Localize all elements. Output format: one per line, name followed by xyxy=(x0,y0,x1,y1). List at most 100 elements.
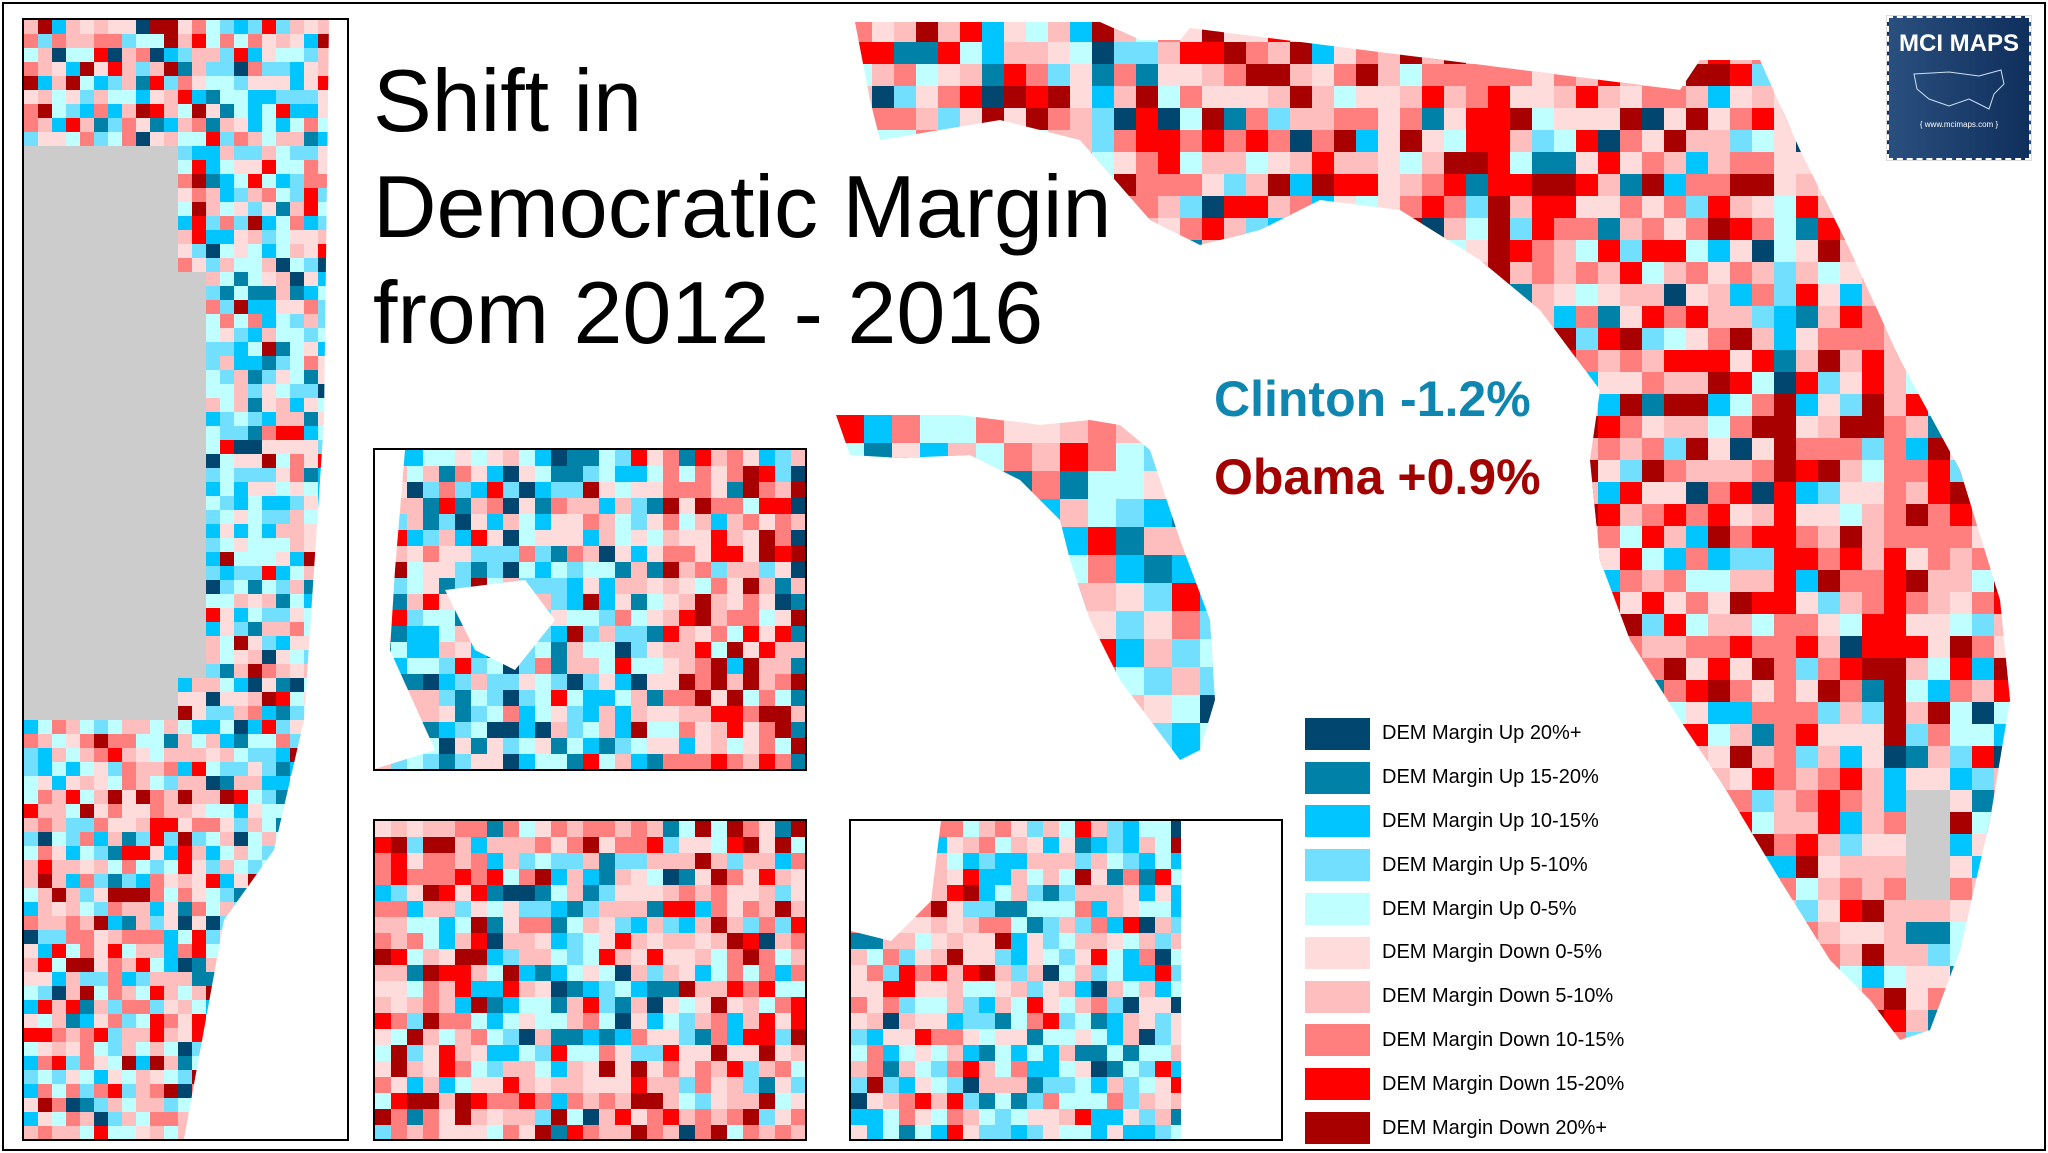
precinct xyxy=(108,1000,122,1014)
precinct xyxy=(164,1000,178,1014)
precinct xyxy=(136,678,150,692)
precinct xyxy=(52,762,66,776)
precinct xyxy=(1091,1029,1107,1045)
precinct xyxy=(1043,1029,1059,1045)
precinct xyxy=(599,933,615,949)
precinct xyxy=(122,846,136,860)
precinct xyxy=(38,314,52,328)
precinct xyxy=(663,754,679,769)
precinct xyxy=(150,944,164,958)
precinct xyxy=(24,650,38,664)
precinct xyxy=(262,258,276,272)
precinct xyxy=(206,258,220,272)
precinct xyxy=(290,118,304,132)
precinct xyxy=(178,286,192,300)
precinct xyxy=(647,1109,663,1125)
precinct xyxy=(487,482,503,498)
precinct xyxy=(206,384,220,398)
precinct xyxy=(1107,821,1123,837)
precinct xyxy=(599,466,615,482)
precinct xyxy=(248,664,262,678)
precinct xyxy=(304,328,318,342)
precinct xyxy=(206,482,220,496)
precinct xyxy=(391,594,407,610)
precinct xyxy=(206,510,220,524)
precinct xyxy=(963,885,979,901)
precinct xyxy=(583,885,599,901)
precinct xyxy=(290,566,304,580)
precinct xyxy=(883,1093,899,1109)
precinct xyxy=(276,608,290,622)
precinct xyxy=(122,678,136,692)
precinct xyxy=(1091,917,1107,933)
precinct xyxy=(979,853,995,869)
precinct xyxy=(567,1109,583,1125)
precinct xyxy=(66,300,80,314)
precinct xyxy=(455,981,471,997)
precinct xyxy=(567,933,583,949)
precinct xyxy=(304,62,318,76)
precinct xyxy=(220,650,234,664)
precinct xyxy=(423,1061,439,1077)
precinct xyxy=(108,370,122,384)
precinct xyxy=(423,658,439,674)
precinct xyxy=(551,482,567,498)
precinct xyxy=(851,1109,867,1125)
precinct xyxy=(38,930,52,944)
precinct xyxy=(136,1084,150,1098)
precinct xyxy=(24,1014,38,1028)
precinct xyxy=(791,658,805,674)
precinct xyxy=(38,188,52,202)
precinct xyxy=(234,20,248,34)
precinct xyxy=(631,1077,647,1093)
precinct xyxy=(979,965,995,981)
precinct xyxy=(24,1056,38,1070)
precinct xyxy=(519,738,535,754)
precinct xyxy=(136,958,150,972)
precinct xyxy=(535,885,551,901)
precinct xyxy=(535,562,551,578)
precinct xyxy=(1027,1061,1043,1077)
precinct xyxy=(24,132,38,146)
precinct xyxy=(108,734,122,748)
precinct xyxy=(122,1070,136,1084)
precinct xyxy=(52,356,66,370)
precinct xyxy=(248,790,262,804)
precinct xyxy=(1075,1029,1091,1045)
precinct xyxy=(164,482,178,496)
precinct xyxy=(262,650,276,664)
precinct xyxy=(711,514,727,530)
precinct xyxy=(206,230,220,244)
precinct xyxy=(727,530,743,546)
precinct xyxy=(791,917,805,933)
precinct xyxy=(80,1042,94,1056)
precinct xyxy=(248,678,262,692)
precinct xyxy=(791,546,805,562)
precinct xyxy=(775,1013,791,1029)
precinct xyxy=(52,986,66,1000)
precinct xyxy=(66,90,80,104)
precinct xyxy=(375,885,391,901)
precinct xyxy=(24,636,38,650)
precinct xyxy=(503,1061,519,1077)
precinct xyxy=(52,76,66,90)
precinct xyxy=(178,118,192,132)
precinct xyxy=(164,874,178,888)
precinct xyxy=(192,48,206,62)
precinct xyxy=(679,610,695,626)
precinct xyxy=(423,1093,439,1109)
precinct xyxy=(66,594,80,608)
precinct xyxy=(108,1056,122,1070)
precinct xyxy=(759,949,775,965)
tampa-bay-map xyxy=(375,450,805,769)
precinct xyxy=(206,804,220,818)
precinct xyxy=(455,837,471,853)
precinct xyxy=(136,524,150,538)
precinct xyxy=(38,874,52,888)
precinct xyxy=(647,981,663,997)
precinct xyxy=(38,1098,52,1112)
precinct xyxy=(1091,1093,1107,1109)
precinct xyxy=(38,482,52,496)
precinct xyxy=(178,930,192,944)
precinct xyxy=(150,104,164,118)
